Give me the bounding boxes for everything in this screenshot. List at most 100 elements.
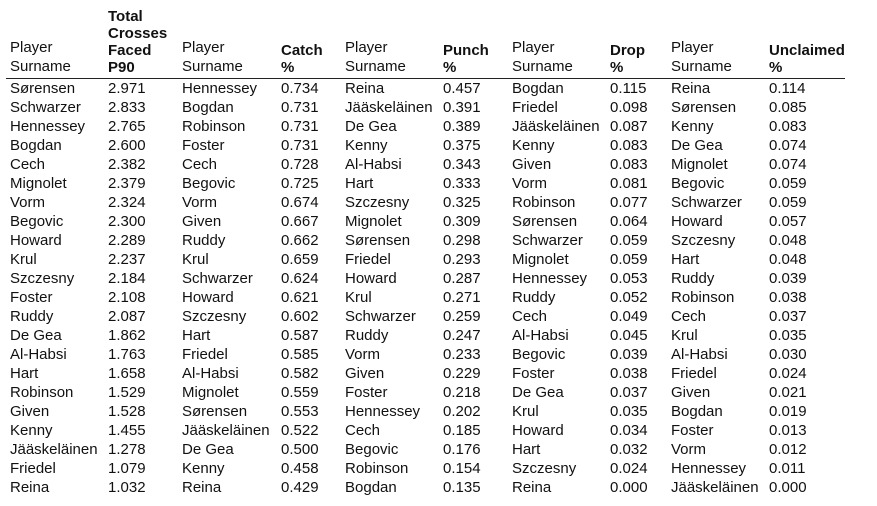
- total-crosses-value-cell: 2.289: [108, 232, 146, 249]
- table-row: Robinson 1.529 Mignolet 0.559 Foster 0.218 De …: [6, 383, 845, 402]
- col-header-punch-pct: Punch%: [439, 8, 508, 79]
- catch-pct-value-cell: 0.734: [281, 80, 319, 97]
- table-row: Hart 1.658 Al-Habsi 0.582 Given 0.229 Foster 0.…: [6, 364, 845, 383]
- table-row: Hennessey 2.765 Robinson 0.731 De Gea 0.389 Jä…: [6, 117, 845, 136]
- player-surname-cell: Ruddy: [512, 289, 556, 306]
- total-crosses-value-cell: 1.658: [108, 365, 146, 382]
- player-surname-cell: De Gea: [512, 384, 564, 401]
- player-surname-cell: Reina: [345, 80, 385, 97]
- unclaimed-pct-value-cell: 0.114: [769, 80, 806, 97]
- unclaimed-pct-value-cell: 0.038: [769, 289, 807, 306]
- table-row: Kenny 1.455 Jääskeläinen 0.522 Cech 0.185 Howa…: [6, 421, 845, 440]
- unclaimed-pct-value-cell: 0.021: [769, 384, 807, 401]
- player-surname-cell: Krul: [182, 251, 209, 268]
- punch-pct-value-cell: 0.271: [443, 289, 481, 306]
- player-surname-cell: Hart: [345, 175, 374, 192]
- catch-pct-value-cell: 0.728: [281, 156, 319, 173]
- catch-pct-value-cell: 0.458: [281, 460, 319, 477]
- drop-pct-value-cell: 0.034: [610, 422, 648, 439]
- player-surname-cell: Kenny: [345, 137, 388, 154]
- player-surname-cell: Schwarzer: [10, 99, 81, 116]
- player-surname-cell: Vorm: [10, 194, 46, 211]
- catch-pct-value-cell: 0.659: [281, 251, 319, 268]
- unclaimed-pct-value-cell: 0.000: [769, 479, 807, 496]
- catch-pct-value-cell: 0.731: [281, 137, 319, 154]
- player-surname-cell: Howard: [345, 270, 397, 287]
- col-header-player-surname: Player Surname: [6, 8, 104, 79]
- catch-pct-value-cell: 0.667: [281, 213, 319, 230]
- drop-pct-value-cell: 0.052: [610, 289, 648, 306]
- player-surname-cell: Howard: [512, 422, 564, 439]
- unclaimed-pct-value-cell: 0.037: [769, 308, 807, 325]
- drop-pct-value-cell: 0.083: [610, 137, 648, 154]
- unclaimed-pct-value-cell: 0.085: [769, 99, 807, 116]
- punch-pct-value-cell: 0.218: [443, 384, 481, 401]
- player-surname-cell: Given: [182, 213, 222, 230]
- catch-pct-value-cell: 0.621: [281, 289, 319, 306]
- drop-pct-value-cell: 0.035: [610, 403, 648, 420]
- player-surname-cell: Kenny: [10, 422, 53, 439]
- punch-pct-value-cell: 0.325: [443, 194, 481, 211]
- player-surname-cell: Kenny: [512, 137, 555, 154]
- player-surname-cell: Given: [671, 384, 711, 401]
- player-surname-cell: Hennessey: [10, 118, 86, 135]
- table-row: Szczesny 2.184 Schwarzer 0.624 Howard 0.287 He…: [6, 269, 845, 288]
- player-surname-cell: Schwarzer: [512, 232, 583, 249]
- player-surname-cell: Vorm: [512, 175, 548, 192]
- drop-pct-value-cell: 0.024: [610, 460, 648, 477]
- col-header-player-surname: Player Surname: [508, 8, 606, 79]
- table-body: Sørensen 2.971 Hennessey 0.734 Reina 0.457 Bog…: [6, 79, 845, 498]
- col-header-total-crosses-faced-p90: Total Crosses Faced P90: [104, 8, 178, 79]
- player-surname-cell: Foster: [512, 365, 555, 382]
- table-row: Schwarzer 2.833 Bogdan 0.731 Jääskeläinen 0.3…: [6, 98, 845, 117]
- player-surname-cell: Mignolet: [345, 213, 402, 230]
- player-surname-cell: Reina: [671, 80, 711, 97]
- table-row: Sørensen 2.971 Hennessey 0.734 Reina 0.457 Bog…: [6, 79, 845, 99]
- drop-pct-value-cell: 0.064: [610, 213, 648, 230]
- table-row: Al-Habsi 1.763 Friedel 0.585 Vorm 0.233 Begovi…: [6, 345, 845, 364]
- table-row: De Gea 1.862 Hart 0.587 Ruddy 0.247 Al-Habsi 0.…: [6, 326, 845, 345]
- player-surname-cell: Friedel: [512, 99, 558, 116]
- unclaimed-pct-value-cell: 0.057: [769, 213, 807, 230]
- player-surname-cell: Bogdan: [10, 137, 62, 154]
- punch-pct-value-cell: 0.154: [443, 460, 481, 477]
- player-surname-cell: De Gea: [182, 441, 234, 458]
- total-crosses-value-cell: 2.300: [108, 213, 146, 230]
- player-surname-cell: Szczesny: [10, 270, 75, 287]
- punch-pct-value-cell: 0.309: [443, 213, 481, 230]
- drop-pct-value-cell: 0.039: [610, 346, 648, 363]
- punch-pct-value-cell: 0.185: [443, 422, 481, 439]
- punch-pct-value-cell: 0.298: [443, 232, 481, 249]
- player-surname-cell: Cech: [671, 308, 707, 325]
- total-crosses-value-cell: 1.032: [108, 479, 146, 496]
- header-row: Player Surname Total Crosses Faced P90 Playe…: [6, 8, 845, 79]
- total-crosses-value-cell: 2.600: [108, 137, 146, 154]
- player-surname-cell: Begovic: [671, 175, 725, 192]
- player-surname-cell: Howard: [671, 213, 723, 230]
- catch-pct-value-cell: 0.674: [281, 194, 319, 211]
- drop-pct-value-cell: 0.037: [610, 384, 648, 401]
- player-surname-cell: Robinson: [182, 118, 246, 135]
- player-surname-cell: Sørensen: [345, 232, 411, 249]
- player-surname-cell: Sørensen: [671, 99, 737, 116]
- unclaimed-pct-value-cell: 0.030: [769, 346, 807, 363]
- player-surname-cell: Reina: [512, 479, 552, 496]
- player-surname-cell: Robinson: [10, 384, 74, 401]
- drop-pct-value-cell: 0.081: [610, 175, 648, 192]
- col-header-catch-pct: Catch%: [277, 8, 341, 79]
- player-surname-cell: Ruddy: [345, 327, 389, 344]
- player-surname-cell: Reina: [10, 479, 50, 496]
- player-surname-cell: Mignolet: [512, 251, 569, 268]
- player-surname-cell: Foster: [10, 289, 53, 306]
- player-surname-cell: Cech: [10, 156, 46, 173]
- drop-pct-value-cell: 0.032: [610, 441, 648, 458]
- table-row: Mignolet 2.379 Begovic 0.725 Hart 0.333 Vorm 0.…: [6, 174, 845, 193]
- player-surname-cell: Mignolet: [10, 175, 67, 192]
- drop-pct-value-cell: 0.045: [610, 327, 648, 344]
- col-header-drop-pct: Drop%: [606, 8, 667, 79]
- total-crosses-value-cell: 1.079: [108, 460, 146, 477]
- player-surname-cell: Jääskeläinen: [345, 99, 433, 116]
- unclaimed-pct-value-cell: 0.059: [769, 175, 807, 192]
- player-surname-cell: Bogdan: [345, 479, 397, 496]
- punch-pct-value-cell: 0.202: [443, 403, 481, 420]
